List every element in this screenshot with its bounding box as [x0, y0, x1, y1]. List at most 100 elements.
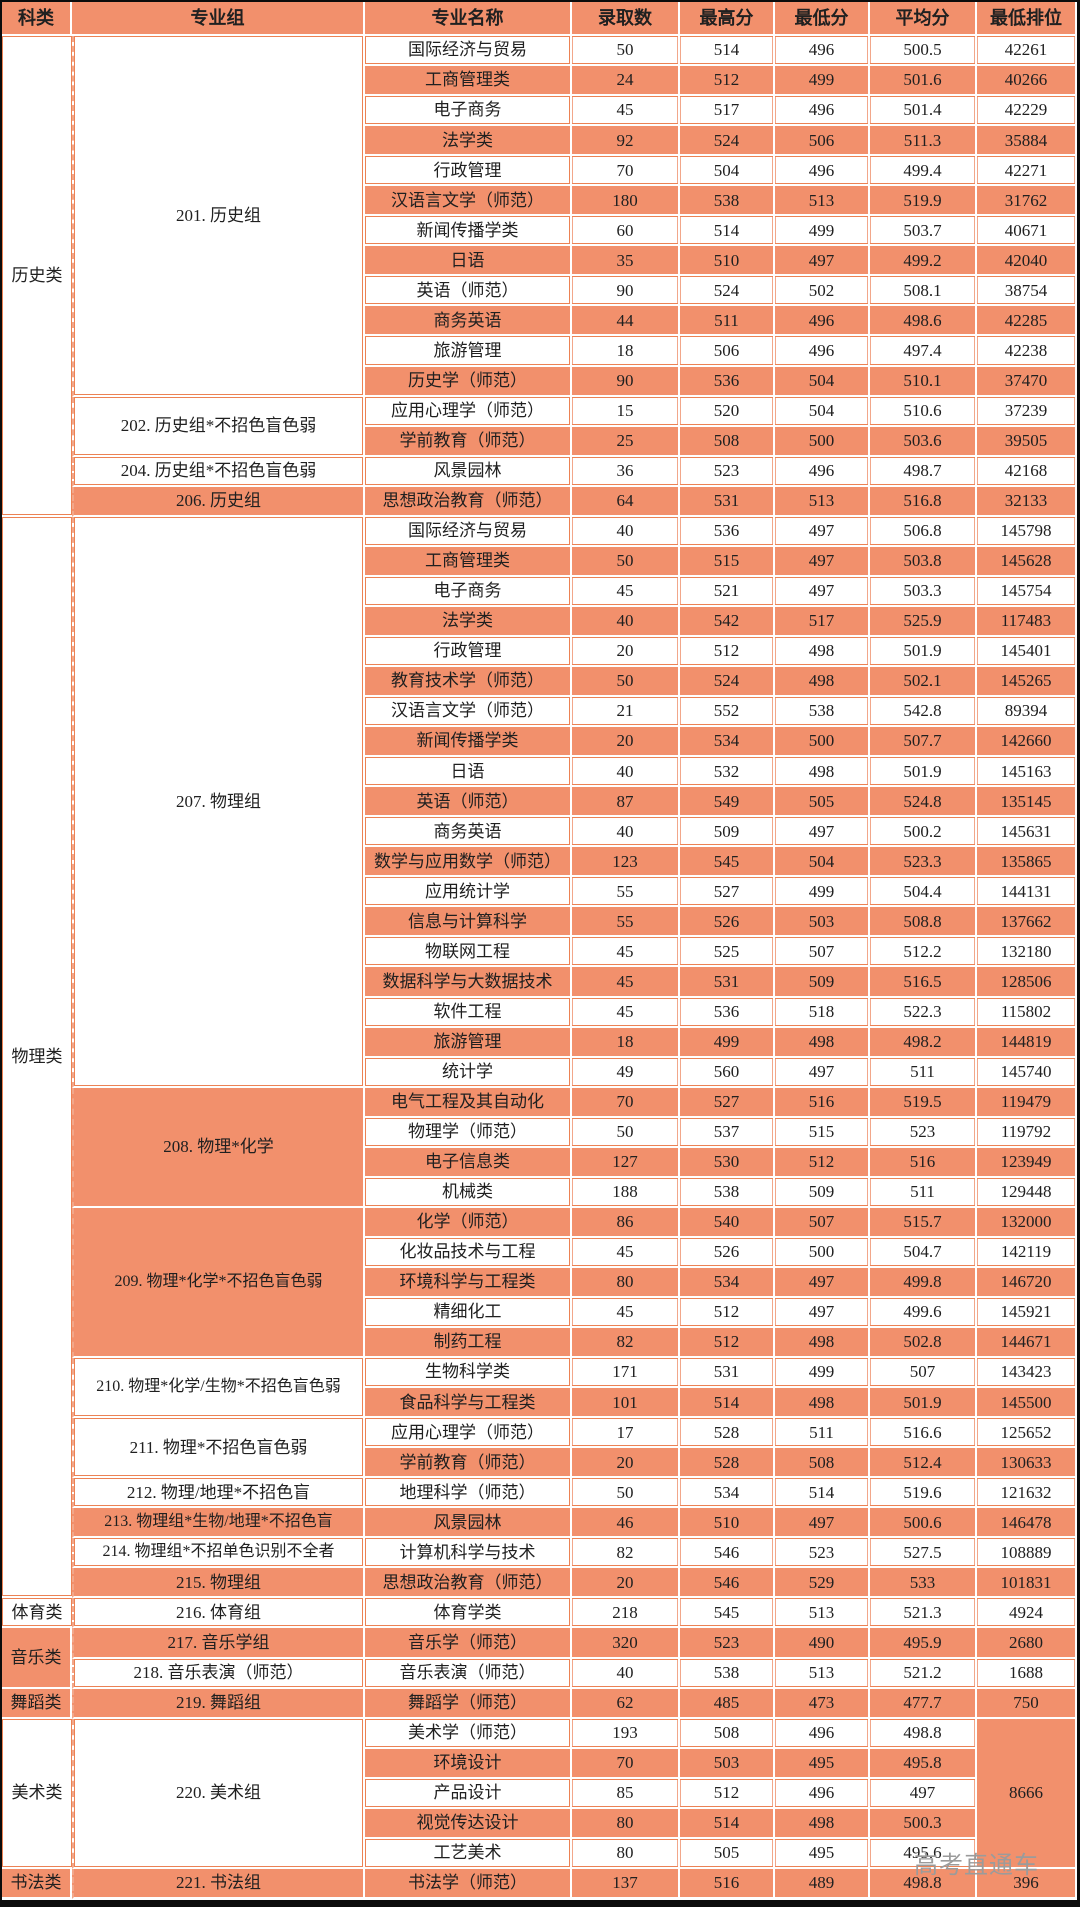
major-name-cell: 数据科学与大数据技术	[365, 967, 572, 998]
max-score-cell: 531	[680, 486, 775, 517]
max-score-cell: 542	[680, 606, 775, 637]
major-name-cell: 新闻传播学类	[365, 727, 572, 758]
max-score-cell: 514	[680, 36, 775, 67]
min-rank-cell: 121632	[977, 1478, 1077, 1509]
min-score-cell: 509	[775, 967, 870, 998]
admit-count-cell: 50	[572, 546, 680, 577]
min-score-cell: 529	[775, 1568, 870, 1599]
avg-score-cell: 500.6	[870, 1508, 977, 1539]
avg-score-cell: 495.8	[870, 1748, 977, 1779]
avg-score-cell: 507.7	[870, 727, 977, 758]
admit-count-cell: 45	[572, 576, 680, 607]
avg-score-cell: 503.7	[870, 216, 977, 247]
min-score-cell: 496	[775, 306, 870, 337]
max-score-cell: 525	[680, 937, 775, 968]
admit-count-cell: 45	[572, 967, 680, 998]
max-score-cell: 531	[680, 1358, 775, 1389]
major-name-cell: 电子商务	[365, 576, 572, 607]
group-cell: 202. 历史组*不招色盲色弱	[72, 396, 365, 457]
admit-count-cell: 40	[572, 1658, 680, 1689]
avg-score-cell: 522.3	[870, 997, 977, 1028]
group-cell: 210. 物理*化学/生物*不招色盲色弱	[72, 1358, 365, 1419]
max-score-cell: 504	[680, 156, 775, 187]
admit-count-cell: 50	[572, 1478, 680, 1509]
max-score-cell: 532	[680, 757, 775, 788]
min-score-cell: 500	[775, 1237, 870, 1268]
min-rank-cell: 145401	[977, 636, 1077, 667]
avg-score-cell: 499.4	[870, 156, 977, 187]
min-rank-cell: 108889	[977, 1538, 1077, 1569]
avg-score-cell: 498.8	[870, 1868, 977, 1899]
min-score-cell: 504	[775, 366, 870, 397]
admit-count-cell: 40	[572, 757, 680, 788]
admit-count-cell: 55	[572, 877, 680, 908]
major-name-cell: 计算机科学与技术	[365, 1538, 572, 1569]
admit-count-cell: 82	[572, 1538, 680, 1569]
max-score-cell: 512	[680, 1297, 775, 1329]
admit-count-cell: 50	[572, 666, 680, 698]
max-score-cell: 546	[680, 1538, 775, 1569]
min-rank-cell: 42040	[977, 246, 1077, 277]
avg-score-cell: 524.8	[870, 787, 977, 818]
max-score-cell: 514	[680, 216, 775, 247]
avg-score-cell: 498.2	[870, 1027, 977, 1058]
min-rank-cell: 39505	[977, 426, 1077, 457]
min-score-cell: 497	[775, 1508, 870, 1539]
min-rank-cell: 101831	[977, 1568, 1077, 1599]
max-score-cell: 485	[680, 1688, 775, 1719]
admit-count-cell: 137	[572, 1868, 680, 1899]
max-score-cell: 517	[680, 96, 775, 127]
major-name-cell: 制药工程	[365, 1328, 572, 1359]
min-rank-cell: 145798	[977, 516, 1077, 547]
major-name-cell: 商务英语	[365, 306, 572, 337]
avg-score-cell: 542.8	[870, 697, 977, 728]
admit-count-cell: 320	[572, 1628, 680, 1659]
avg-score-cell: 499.2	[870, 246, 977, 277]
avg-score-cell: 504.7	[870, 1237, 977, 1268]
admit-count-cell: 101	[572, 1388, 680, 1419]
admit-count-cell: 127	[572, 1147, 680, 1178]
max-score-cell: 521	[680, 576, 775, 607]
min-score-cell: 499	[775, 1358, 870, 1389]
min-rank-cell: 35884	[977, 126, 1077, 157]
avg-score-cell: 497.4	[870, 336, 977, 367]
avg-score-cell: 501.9	[870, 1388, 977, 1419]
min-score-cell: 498	[775, 1027, 870, 1058]
avg-score-cell: 510.6	[870, 396, 977, 427]
group-cell: 216. 体育组	[72, 1598, 365, 1629]
avg-score-cell: 502.1	[870, 666, 977, 698]
min-rank-cell: 396	[977, 1868, 1077, 1899]
min-score-cell: 515	[775, 1117, 870, 1148]
major-name-cell: 机械类	[365, 1177, 572, 1208]
admit-count-cell: 70	[572, 156, 680, 187]
max-score-cell: 511	[680, 306, 775, 337]
max-score-cell: 536	[680, 997, 775, 1028]
admit-count-cell: 44	[572, 306, 680, 337]
avg-score-cell: 533	[870, 1568, 977, 1599]
category-cell: 物理类	[2, 516, 72, 1599]
min-rank-cell: 145500	[977, 1388, 1077, 1419]
major-name-cell: 教育技术学（师范）	[365, 666, 572, 698]
min-rank-cell: 115802	[977, 997, 1077, 1028]
avg-score-cell: 511	[870, 1057, 977, 1088]
max-score-cell: 524	[680, 276, 775, 307]
min-score-cell: 496	[775, 1718, 870, 1749]
admit-count-cell: 90	[572, 366, 680, 397]
min-score-cell: 500	[775, 727, 870, 758]
major-name-cell: 应用统计学	[365, 877, 572, 908]
min-score-cell: 495	[775, 1838, 870, 1869]
min-score-cell: 489	[775, 1868, 870, 1899]
min-rank-cell: 145921	[977, 1297, 1077, 1329]
major-name-cell: 应用心理学（师范）	[365, 396, 572, 427]
avg-score-cell: 495.6	[870, 1838, 977, 1869]
major-name-cell: 统计学	[365, 1057, 572, 1088]
max-score-cell: 545	[680, 847, 775, 878]
min-score-cell: 509	[775, 1177, 870, 1208]
avg-score-cell: 515.7	[870, 1207, 977, 1238]
avg-score-cell: 498.7	[870, 456, 977, 487]
group-cell: 219. 舞蹈组	[72, 1688, 365, 1719]
min-rank-cell: 42229	[977, 96, 1077, 127]
admit-count-cell: 20	[572, 1448, 680, 1479]
min-score-cell: 497	[775, 546, 870, 577]
